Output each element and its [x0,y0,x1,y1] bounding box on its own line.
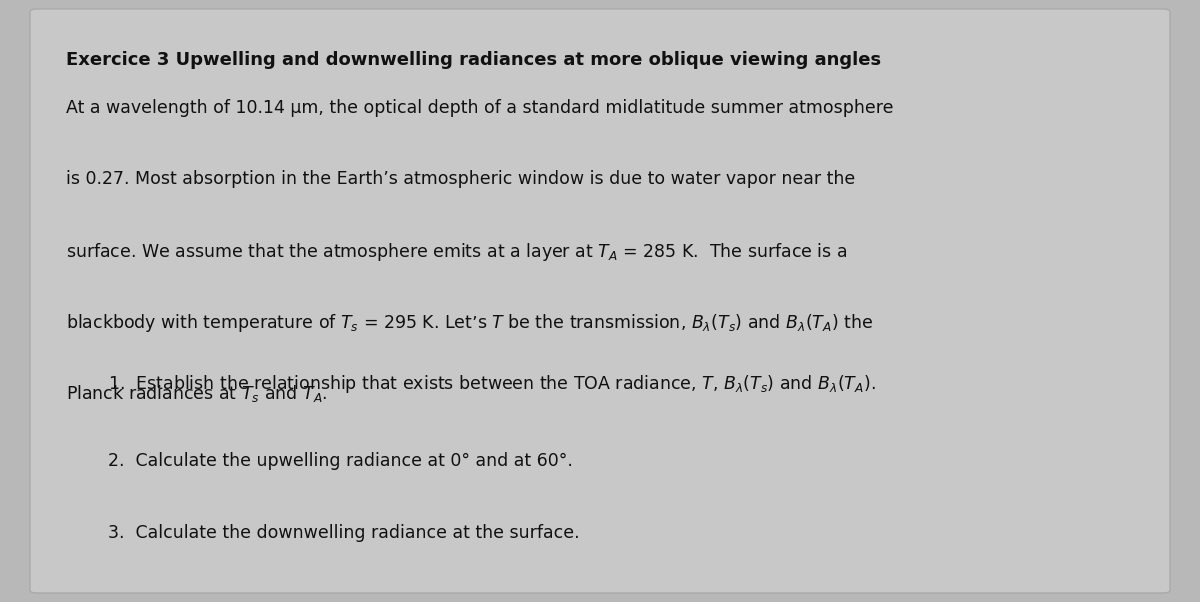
FancyBboxPatch shape [30,9,1170,593]
Text: Exercice 3 Upwelling and downwelling radiances at more oblique viewing angles: Exercice 3 Upwelling and downwelling rad… [66,51,881,69]
Text: Planck radiances at $T_s$ and $T_A$.: Planck radiances at $T_s$ and $T_A$. [66,383,328,405]
Text: 1.  Establish the relationship that exists between the TOA radiance, $T$, $B_\la: 1. Establish the relationship that exist… [108,373,876,396]
Text: blackbody with temperature of $T_s$ = 295 K. Let’s $T$ be the transmission, $B_\: blackbody with temperature of $T_s$ = 29… [66,312,874,335]
Text: At a wavelength of 10.14 μm, the optical depth of a standard midlatitude summer : At a wavelength of 10.14 μm, the optical… [66,99,894,117]
Text: surface. We assume that the atmosphere emits at a layer at $T_A$ = 285 K.  The s: surface. We assume that the atmosphere e… [66,241,847,264]
Text: 2.  Calculate the upwelling radiance at 0° and at 60°.: 2. Calculate the upwelling radiance at 0… [108,452,572,470]
Text: is 0.27. Most absorption in the Earth’s atmospheric window is due to water vapor: is 0.27. Most absorption in the Earth’s … [66,170,856,188]
Text: 3.  Calculate the downwelling radiance at the surface.: 3. Calculate the downwelling radiance at… [108,524,580,542]
